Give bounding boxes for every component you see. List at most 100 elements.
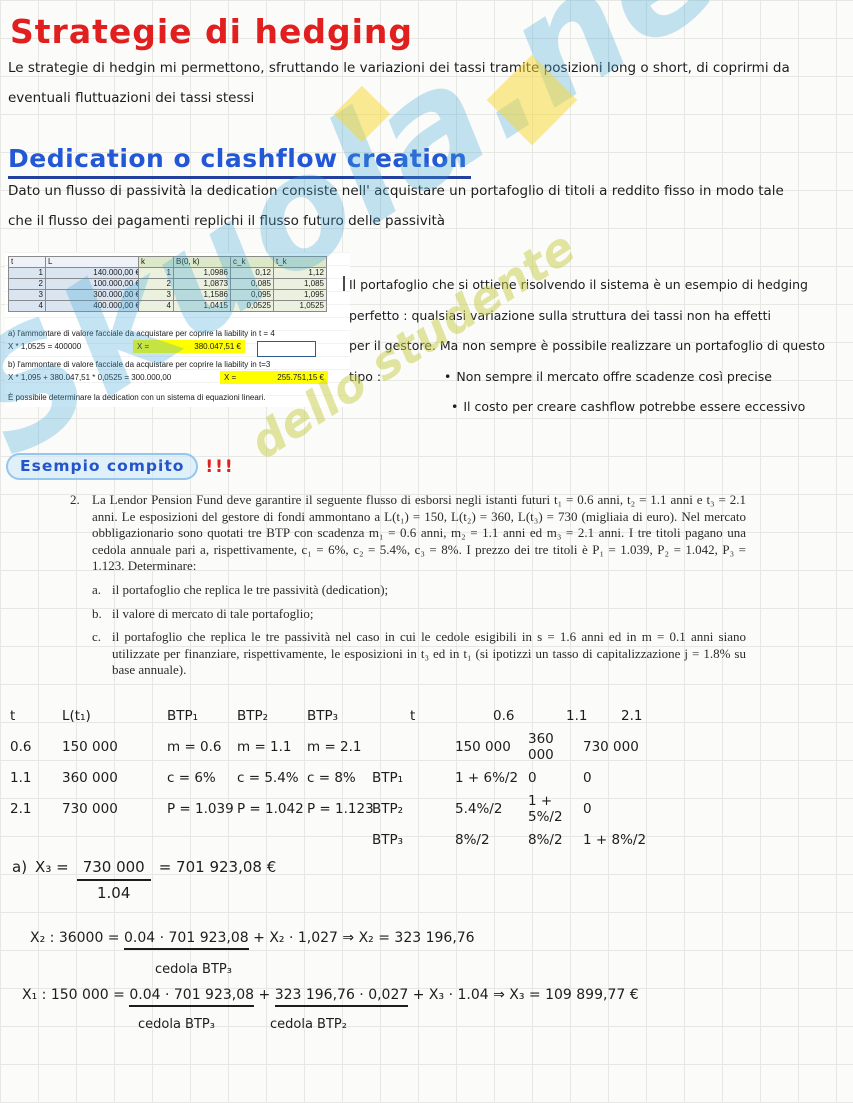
table-row: 2.1 730 000 P = 1.039 P = 1.042 P = 1.12… xyxy=(10,793,387,824)
calc-label-cedola-btp3: cedola BTP₃ xyxy=(138,1017,215,1032)
wt-cell: c = 8% xyxy=(307,769,356,786)
exercise-item: a. il portafoglio che replica le tre pas… xyxy=(92,582,746,599)
example-badge: Esempio compito xyxy=(6,453,199,480)
table-cell: 0,095 xyxy=(230,289,274,301)
table-cell: 2 xyxy=(8,278,46,290)
calc-x2-prefix: X₂ : 36000 = xyxy=(30,930,120,946)
table-cell: 2 xyxy=(138,278,174,290)
exercise-item: c. il portafoglio che replica le tre pas… xyxy=(92,629,746,679)
table-cell: 1,095 xyxy=(273,289,327,301)
wt-cell: 730 000 xyxy=(583,738,639,755)
bullet-text: Non sempre il mercato offre scadenze cos… xyxy=(456,368,772,384)
table-cell: 4 xyxy=(8,300,46,312)
item-text: il valore di mercato di tale portafoglio… xyxy=(112,605,314,621)
fraction-numerator: 730 000 xyxy=(76,858,151,881)
exercise-paragraph-row: 2. La Lendor Pension Fund deve garantire… xyxy=(70,492,746,575)
wt-cell: c = 5.4% xyxy=(237,769,299,786)
fraction: 730 000 1.04 xyxy=(76,858,151,902)
wt-cell: 360 000 xyxy=(528,730,554,763)
table-row: 4 1,0415 0,0525 1,0525 xyxy=(138,300,327,312)
intro-line: eventuali fluttuazioni dei tassi stessi xyxy=(8,90,255,106)
bullet-text: Il costo per creare cashflow potrebbe es… xyxy=(463,399,806,414)
wt-cell: P = 1.123 xyxy=(307,800,374,817)
table-cell: 100.000,00 € xyxy=(45,278,143,290)
table-cell: 1 xyxy=(138,267,174,279)
example-badge-row: Esempio compito !!! xyxy=(6,453,235,480)
wt-cell: 8%/2 xyxy=(455,831,490,848)
table-cell: 1,0525 xyxy=(273,300,327,312)
worktable-left: t L(t₁) BTP₁ BTP₂ BTP₃ 0.6 150 000 m = 0… xyxy=(10,700,387,824)
exercise-number: 2. xyxy=(70,492,80,507)
table-row: t L(t₁) BTP₁ BTP₂ BTP₃ xyxy=(10,700,387,731)
wt-cell: m = 2.1 xyxy=(307,738,362,755)
table-row: 0.6 150 000 m = 0.6 m = 1.1 m = 2.1 xyxy=(10,731,387,762)
table-row: 2 1,0873 0,085 1,085 xyxy=(138,278,327,290)
bullet-item: • Non sempre il mercato offre scadenze co… xyxy=(444,362,772,393)
bond-header-k: k xyxy=(138,256,174,268)
calc-a-line: a) X₃ = 730 000 1.04 = 701 923,08 € xyxy=(12,858,276,902)
section-body-line: che il flusso dei pagamenti replichi il … xyxy=(8,213,446,229)
table-row: BTP₁ 1 + 6%/2 0 0 xyxy=(372,762,698,793)
bond-header-tk: t_k xyxy=(273,256,327,268)
item-label: b. xyxy=(92,605,102,621)
note-a-equation: X * 1,0525 = 400000 xyxy=(8,342,82,351)
table-cell: 0,0525 xyxy=(230,300,274,312)
exercise-items: a. il portafoglio che replica le tre pas… xyxy=(70,582,746,679)
wt-col-header: 2.1 xyxy=(621,707,643,724)
liability-table: t L 1 140.000,00 € 2 100.000,00 € 3 300.… xyxy=(8,256,143,312)
calc-x1-rest: + X₃ · 1.04 ⇒ X₃ = 109 899,77 € xyxy=(412,987,639,1003)
side-note-line: per il gestore. Ma non sempre è possibil… xyxy=(349,338,825,353)
selected-empty-cell xyxy=(257,341,316,357)
table-cell: 400.000,00 € xyxy=(45,300,143,312)
table-cell: 1,0986 xyxy=(173,267,231,279)
wt-cell: 150 000 xyxy=(62,738,118,755)
calc-x2-line: X₂ : 36000 = 0.04 · 701 923,08 + X₂ · 1,… xyxy=(30,930,475,950)
wt-cell: 1 + 8%/2 xyxy=(583,831,647,848)
table-cell: 140.000,00 € xyxy=(45,267,143,279)
table-row: t L xyxy=(8,256,143,268)
table-cell: 1,0415 xyxy=(173,300,231,312)
table-row: k B(0, k) c_k t_k xyxy=(138,256,327,268)
wt-cell: 0 xyxy=(583,769,592,786)
note-b-title: b) l'ammontare di valore facciale da acq… xyxy=(8,360,271,369)
wt-cell: 360 000 xyxy=(62,769,118,786)
exercise-item: b. il valore di mercato di tale portafog… xyxy=(92,606,746,623)
table-cell: 1,12 xyxy=(273,267,327,279)
calc-x1-plus: + xyxy=(258,987,271,1003)
side-note: Il portafoglio che si ottiene risolvendo… xyxy=(349,270,853,423)
bond-header-B0k: B(0, k) xyxy=(173,256,231,268)
wt-cell: P = 1.039 xyxy=(167,800,234,817)
table-cell: 1,0873 xyxy=(173,278,231,290)
x-value: 255.751,15 € xyxy=(277,373,324,382)
wt-cell: 1 + 6%/2 xyxy=(455,769,519,786)
table-row: 150 000 360 000 730 000 xyxy=(372,730,698,763)
tipo-label: tipo : xyxy=(349,368,382,384)
calc-a-result: = 701 923,08 € xyxy=(158,858,277,876)
calc-x1-prefix: X₁ : 150 000 = xyxy=(22,987,125,1003)
table-row: 3 300.000,00 € xyxy=(8,289,143,301)
underlined-term: 0.04 · 701 923,08 xyxy=(124,930,249,950)
item-text: il portafoglio che replica le tre passiv… xyxy=(112,629,746,678)
calc-x1-line: X₁ : 150 000 = 0.04 · 701 923,08 + 323 1… xyxy=(22,987,639,1007)
cell-border-fragment xyxy=(343,276,345,291)
worktable-right: t 0.6 1.1 2.1 150 000 360 000 730 000 BT… xyxy=(372,700,698,855)
wt-header-cell: t xyxy=(10,707,16,724)
liability-header-L: L xyxy=(45,256,143,268)
calc-x2-rest: + X₂ · 1,027 ⇒ X₂ = 323 196,76 xyxy=(253,930,475,946)
liability-header-t: t xyxy=(8,256,46,268)
bullet-item: • Il costo per creare cashflow potrebbe e… xyxy=(451,392,853,423)
wt-cell: 730 000 xyxy=(62,800,118,817)
table-cell: 0,085 xyxy=(230,278,274,290)
wt-cell: 2.1 xyxy=(10,800,32,817)
wt-col-header: 1.1 xyxy=(566,707,588,724)
spreadsheet-screenshot: t L 1 140.000,00 € 2 100.000,00 € 3 300.… xyxy=(5,252,350,407)
calc-label-cedola-btp2: cedola BTP₂ xyxy=(270,1017,347,1032)
item-label: a. xyxy=(92,581,102,597)
page-title: Strategie di hedging xyxy=(10,12,414,51)
wt-header-cell: L(t₁) xyxy=(62,707,91,724)
item-text: il portafoglio che replica le tre passiv… xyxy=(112,581,389,597)
table-cell: 0,12 xyxy=(230,267,274,279)
wt-cell: P = 1.042 xyxy=(237,800,304,817)
wt-row-label: BTP₁ xyxy=(372,769,404,786)
